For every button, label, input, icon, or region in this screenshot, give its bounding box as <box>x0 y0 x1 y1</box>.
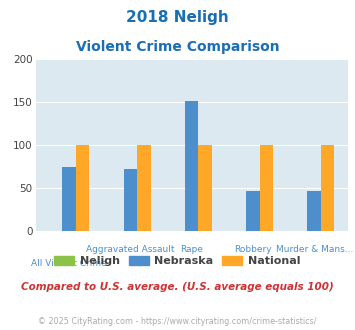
Bar <box>124 169 137 231</box>
Text: Violent Crime Comparison: Violent Crime Comparison <box>76 40 279 53</box>
Bar <box>198 145 212 231</box>
Bar <box>260 145 273 231</box>
Bar <box>185 101 198 231</box>
Bar <box>62 167 76 231</box>
Bar <box>246 191 260 231</box>
Text: 2018 Neligh: 2018 Neligh <box>126 10 229 25</box>
Text: Aggravated Assault: Aggravated Assault <box>86 245 175 254</box>
Text: Rape: Rape <box>180 245 203 254</box>
Bar <box>76 145 89 231</box>
Legend: Neligh, Nebraska, National: Neligh, Nebraska, National <box>50 251 305 271</box>
Text: Murder & Mans...: Murder & Mans... <box>275 245 353 254</box>
Text: All Violent Crime: All Violent Crime <box>31 259 107 268</box>
Text: Robbery: Robbery <box>234 245 272 254</box>
Text: Compared to U.S. average. (U.S. average equals 100): Compared to U.S. average. (U.S. average … <box>21 282 334 292</box>
Bar <box>321 145 334 231</box>
Bar <box>137 145 151 231</box>
Bar <box>307 191 321 231</box>
Text: © 2025 CityRating.com - https://www.cityrating.com/crime-statistics/: © 2025 CityRating.com - https://www.city… <box>38 317 317 326</box>
